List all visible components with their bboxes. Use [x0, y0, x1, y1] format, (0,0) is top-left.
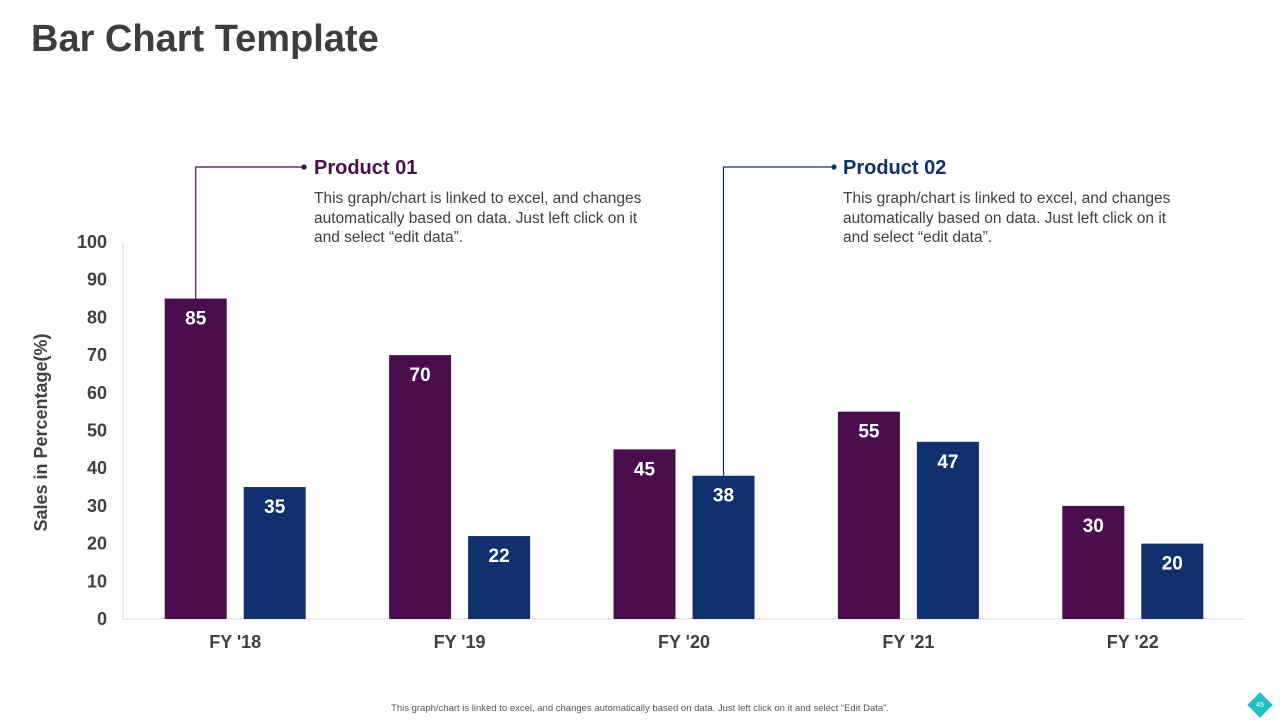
slide-title: Bar Chart Template: [31, 18, 379, 60]
callout-dot-1: [301, 164, 307, 170]
callout-body-product-01: This graph/chart is linked to excel, and…: [314, 190, 642, 246]
bar-value-label: 47: [937, 452, 958, 473]
bar-product-01-4: [1062, 505, 1125, 619]
callout-title-product-02: Product 02: [843, 157, 947, 179]
bar-value-label: 35: [264, 497, 286, 518]
x-category-label: FY '21: [882, 632, 934, 652]
page-number: 45: [1256, 701, 1264, 709]
callout-connectors: [195, 164, 837, 476]
x-category-label: FY '20: [658, 632, 710, 652]
y-tick-label: 100: [77, 232, 107, 252]
callout-dot-2: [831, 164, 837, 170]
page-number-badge: 45: [1247, 692, 1273, 718]
y-tick-label: 0: [97, 609, 107, 629]
y-tick-label: 70: [87, 345, 107, 365]
y-tick-label: 40: [87, 458, 107, 478]
y-tick-label: 60: [87, 383, 107, 403]
bar-product-02-4: [1141, 543, 1204, 619]
x-category-label: FY '22: [1107, 632, 1159, 652]
y-axis-label: Sales in Percentage(%): [31, 333, 51, 531]
y-tick-label: 20: [87, 534, 107, 554]
bar-product-02-2: [692, 475, 755, 619]
y-tick-label: 10: [87, 571, 107, 591]
y-tick-label: 80: [87, 307, 107, 327]
bar-chart: 0 10 20 30 40 50 60 70 80 90 100 Sales in Percentag…: [31, 164, 1245, 652]
y-tick-label: 30: [87, 496, 107, 516]
chart-labels: 0 10 20 30 40 50 60 70 80 90 100 Sales in Percentag…: [31, 232, 1183, 652]
bar-value-label: 55: [858, 422, 880, 443]
callout-title-product-01: Product 01: [314, 157, 418, 179]
callout-body-product-02: This graph/chart is linked to excel, and…: [843, 190, 1171, 246]
bar-product-02-3: [916, 441, 979, 619]
chart-bars: [164, 298, 1204, 619]
callout-connector-1: [195, 166, 304, 299]
bar-product-01-3: [837, 411, 900, 619]
bar-product-02-1: [468, 536, 531, 619]
callout-connector-2: [722, 166, 834, 476]
bar-product-01-2: [613, 449, 676, 619]
bar-value-label: 45: [634, 459, 656, 480]
bar-product-02-0: [243, 487, 306, 619]
x-category-label: FY '19: [434, 632, 486, 652]
bar-product-01-0: [164, 298, 227, 619]
bar-value-label: 38: [713, 486, 734, 507]
bar-value-label: 30: [1083, 516, 1104, 537]
x-category-label: FY '18: [209, 632, 261, 652]
y-tick-label: 50: [87, 421, 107, 441]
bar-value-label: 85: [185, 309, 207, 330]
bar-product-01-1: [389, 355, 452, 619]
chart-axes: [122, 242, 1245, 620]
bar-value-label: 22: [489, 546, 510, 567]
y-tick-label: 90: [87, 270, 107, 290]
bar-value-label: 70: [410, 365, 431, 386]
footer-note: This graph/chart is linked to excel, and…: [391, 703, 889, 714]
bar-value-label: 20: [1162, 554, 1183, 575]
